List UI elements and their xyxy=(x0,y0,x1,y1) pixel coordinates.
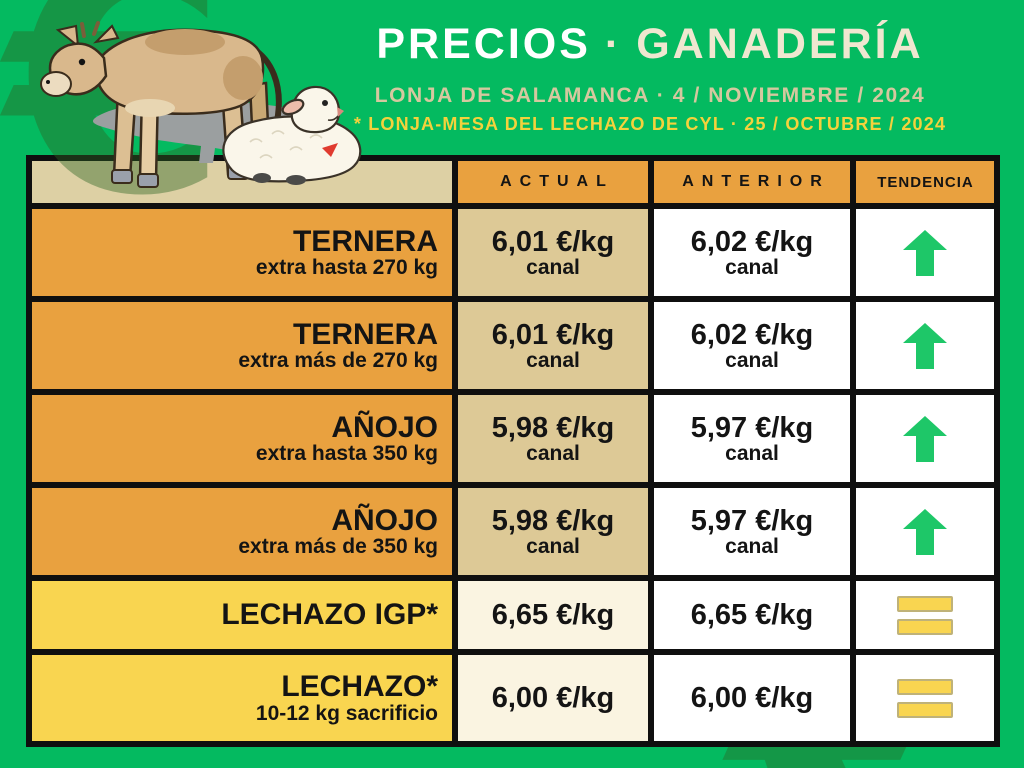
subtitle-lonja-salamanca: LONJA DE SALAMANCA · 4 / NOVIEMBRE / 202… xyxy=(374,84,926,107)
row-anojo-hasta-350-actual: 5,98 €/kg canal xyxy=(458,395,648,482)
row-name: LECHAZO IGP* xyxy=(221,598,438,632)
row-detail: extra hasta 270 kg xyxy=(255,256,438,280)
row-anojo-mas-350-label: AÑOJO extra más de 350 kg xyxy=(32,488,452,575)
row-lechazo-actual: 6,00 €/kg xyxy=(458,655,648,741)
trend-up-arrow-icon xyxy=(903,229,947,276)
title-precios: PRECIOS xyxy=(376,20,591,68)
actual-note: canal xyxy=(526,256,580,280)
row-ternera-hasta-270-label: TERNERA extra hasta 270 kg xyxy=(32,209,452,296)
row-ternera-mas-270-label: TERNERA extra más de 270 kg xyxy=(32,302,452,389)
anterior-note: canal xyxy=(725,256,779,280)
row-lechazo-trend xyxy=(856,655,994,741)
row-anojo-mas-350-actual: 5,98 €/kg canal xyxy=(458,488,648,575)
actual-price: 5,98 €/kg xyxy=(491,504,615,537)
row-anojo-hasta-350-trend xyxy=(856,395,994,482)
anterior-price: 6,00 €/kg xyxy=(690,681,814,714)
row-name: TERNERA xyxy=(292,317,438,351)
row-lechazo-label: LECHAZO* 10-12 kg sacrificio xyxy=(32,655,452,741)
anterior-note: canal xyxy=(725,535,779,559)
page-title: PRECIOS · GANADERÍA xyxy=(330,20,970,69)
row-anojo-hasta-350-label: AÑOJO extra hasta 350 kg xyxy=(32,395,452,482)
row-anojo-mas-350-trend xyxy=(856,488,994,575)
row-anojo-mas-350-anterior: 5,97 €/kg canal xyxy=(654,488,850,575)
anterior-price: 6,02 €/kg xyxy=(690,225,814,258)
row-ternera-hasta-270-trend xyxy=(856,209,994,296)
row-ternera-mas-270-anterior: 6,02 €/kg canal xyxy=(654,302,850,389)
header-cell-actual: ACTUAL xyxy=(458,161,648,203)
row-anojo-hasta-350-anterior: 5,97 €/kg canal xyxy=(654,395,850,482)
header-cell-blank xyxy=(32,161,452,203)
actual-price: 6,00 €/kg xyxy=(491,681,615,714)
row-ternera-mas-270-actual: 6,01 €/kg canal xyxy=(458,302,648,389)
masthead: PRECIOS · GANADERÍA LONJA DE SALAMANCA · 4… xyxy=(330,20,970,135)
row-name: LECHAZO* xyxy=(281,670,438,704)
row-name: AÑOJO xyxy=(331,503,438,537)
row-name: AÑOJO xyxy=(331,410,438,444)
anterior-price: 5,97 €/kg xyxy=(690,411,814,444)
row-lechazo-igp-label: LECHAZO IGP* xyxy=(32,581,452,649)
actual-note: canal xyxy=(526,442,580,466)
row-detail: extra más de 270 kg xyxy=(238,349,438,373)
row-lechazo-anterior: 6,00 €/kg xyxy=(654,655,850,741)
trend-equal-icon xyxy=(897,678,953,718)
actual-note: canal xyxy=(526,535,580,559)
anterior-note: canal xyxy=(725,349,779,373)
price-table: ACTUAL ANTERIOR TENDENCIA TERNERA extra … xyxy=(26,155,1000,747)
actual-price: 6,01 €/kg xyxy=(491,318,615,351)
row-detail: extra hasta 350 kg xyxy=(255,442,438,466)
row-lechazo-igp-trend xyxy=(856,581,994,649)
row-ternera-hasta-270-anterior: 6,02 €/kg canal xyxy=(654,209,850,296)
anterior-note: canal xyxy=(725,442,779,466)
trend-up-arrow-icon xyxy=(903,415,947,462)
anterior-price: 6,65 €/kg xyxy=(690,598,814,631)
actual-price: 6,65 €/kg xyxy=(491,598,615,631)
actual-note: canal xyxy=(526,349,580,373)
trend-up-arrow-icon xyxy=(903,508,947,555)
subtitle-lonja-mesa-lechazo: * LONJA-MESA DEL LECHAZO DE CYL · 25 / O… xyxy=(353,114,947,134)
row-name: TERNERA xyxy=(292,224,438,258)
row-ternera-mas-270-trend xyxy=(856,302,994,389)
row-detail: extra más de 350 kg xyxy=(238,535,438,559)
anterior-price: 6,02 €/kg xyxy=(690,318,814,351)
actual-price: 5,98 €/kg xyxy=(491,411,615,444)
anterior-price: 5,97 €/kg xyxy=(690,504,814,537)
actual-price: 6,01 €/kg xyxy=(491,225,615,258)
row-ternera-hasta-270-actual: 6,01 €/kg canal xyxy=(458,209,648,296)
row-detail: 10-12 kg sacrificio xyxy=(255,701,438,725)
row-lechazo-igp-actual: 6,65 €/kg xyxy=(458,581,648,649)
trend-equal-icon xyxy=(897,595,953,635)
header-cell-anterior: ANTERIOR xyxy=(654,161,850,203)
title-ganaderia: GANADERÍA xyxy=(636,20,924,68)
header-cell-tendencia: TENDENCIA xyxy=(856,161,994,203)
row-lechazo-igp-anterior: 6,65 €/kg xyxy=(654,581,850,649)
title-separator-dot: · xyxy=(604,20,623,68)
trend-up-arrow-icon xyxy=(903,322,947,369)
